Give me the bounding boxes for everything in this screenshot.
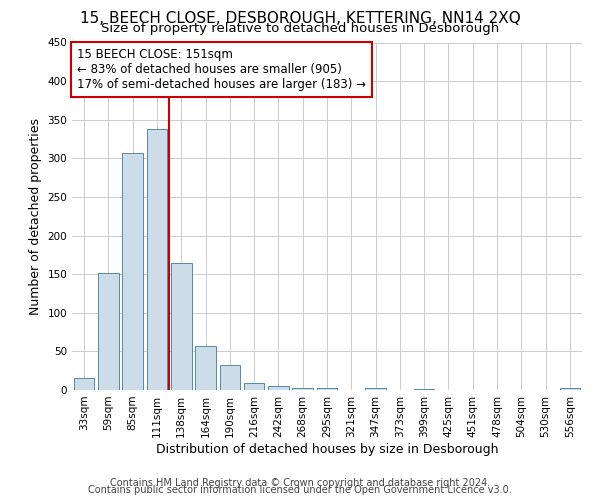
Text: 15 BEECH CLOSE: 151sqm
← 83% of detached houses are smaller (905)
17% of semi-de: 15 BEECH CLOSE: 151sqm ← 83% of detached… (77, 48, 366, 90)
Bar (365, 388, 386, 390)
Bar (414, 389, 434, 390)
Bar (317, 388, 337, 390)
Y-axis label: Number of detached properties: Number of detached properties (29, 118, 42, 315)
Bar (244, 383, 265, 390)
Bar (292, 388, 313, 390)
Bar (220, 364, 240, 390)
Text: Contains public sector information licensed under the Open Government Licence v3: Contains public sector information licen… (88, 485, 512, 495)
Bar (171, 262, 191, 390)
Bar (195, 346, 216, 390)
Bar (268, 386, 289, 390)
Text: Size of property relative to detached houses in Desborough: Size of property relative to detached ho… (101, 22, 499, 35)
Bar (122, 153, 143, 390)
Bar (74, 378, 94, 390)
X-axis label: Distribution of detached houses by size in Desborough: Distribution of detached houses by size … (156, 442, 498, 456)
Text: Contains HM Land Registry data © Crown copyright and database right 2024.: Contains HM Land Registry data © Crown c… (110, 478, 490, 488)
Bar (560, 388, 580, 390)
Text: 15, BEECH CLOSE, DESBOROUGH, KETTERING, NN14 2XQ: 15, BEECH CLOSE, DESBOROUGH, KETTERING, … (80, 11, 520, 26)
Bar (146, 129, 167, 390)
Bar (98, 272, 119, 390)
